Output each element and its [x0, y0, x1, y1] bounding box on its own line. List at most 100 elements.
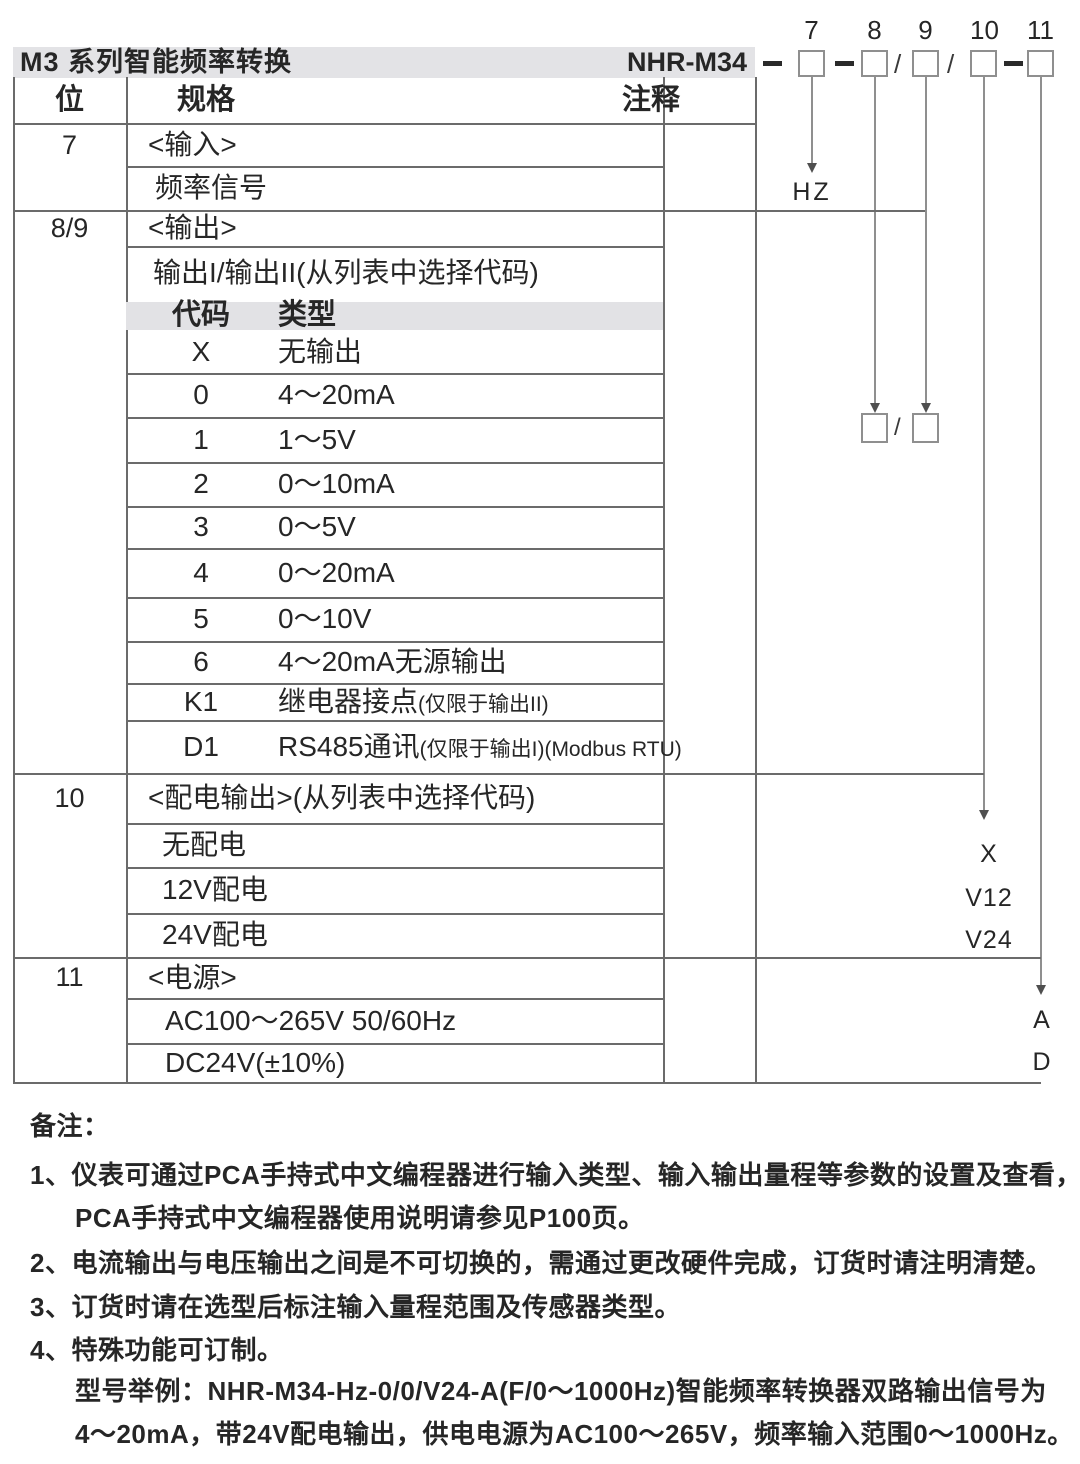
- table-line: [663, 77, 665, 1082]
- code-box-7: [798, 50, 825, 77]
- spec-row-ac-power: AC100～265V 50/60Hz: [165, 1005, 457, 1036]
- table-line: [126, 246, 663, 248]
- spec-row-24v-dist: 24V配电: [162, 919, 268, 950]
- code-position-label-8: 8: [867, 15, 882, 45]
- codes-subheader-band: [126, 302, 663, 330]
- table-line: [126, 641, 663, 643]
- annotation-v24: V24: [965, 926, 1013, 954]
- drop-line-10: [983, 77, 985, 810]
- table-line: [126, 913, 663, 915]
- table-line: [13, 123, 755, 125]
- code-value: D1: [183, 731, 219, 762]
- spec-row-input-header: <输入>: [148, 129, 237, 160]
- slash-separator: /: [947, 49, 955, 79]
- code-value: 4: [193, 557, 209, 588]
- code-type: 0～10V: [278, 603, 372, 634]
- code-box-10: [970, 50, 997, 77]
- code-type-main: 继电器接点: [278, 686, 419, 717]
- arrow-down-icon: [870, 403, 880, 413]
- dash-separator: [1004, 61, 1023, 66]
- code-value: K1: [183, 686, 219, 717]
- code-value: 3: [193, 511, 209, 542]
- table-line: [13, 1082, 1041, 1084]
- output1-code-box: [861, 413, 888, 443]
- annotation-a: A: [1033, 1006, 1051, 1034]
- arrow-down-icon: [921, 403, 931, 413]
- annotation-d: D: [1032, 1048, 1052, 1076]
- code-type: 0～5V: [278, 511, 356, 542]
- code-type-note: (仅限于输出II): [418, 693, 549, 716]
- drop-line-7: [811, 77, 813, 163]
- position-number-7: 7: [61, 130, 78, 160]
- code-type: 0～20mA: [278, 557, 395, 588]
- output2-code-box: [912, 413, 939, 443]
- annotation-x: X: [980, 840, 998, 868]
- table-line: [126, 417, 663, 419]
- arrow-down-icon: [1036, 985, 1046, 995]
- spec-row-output-select: 输出I/输出II(从列表中选择代码): [153, 257, 539, 288]
- table-line: [126, 166, 663, 168]
- table-line: [126, 548, 663, 550]
- table-line: [126, 462, 663, 464]
- code-type: RS485通讯(仅限于输出I)(Modbus RTU): [278, 720, 682, 773]
- code-type-note: (仅限于输出I)(Modbus RTU): [419, 738, 682, 761]
- remarks-heading: 备注：: [30, 1111, 110, 1141]
- table-line: [126, 77, 128, 1082]
- code-box-11: [1027, 50, 1054, 77]
- column-header-spec: 规格: [177, 84, 236, 116]
- table-line: [126, 373, 663, 375]
- code-position-label-7: 7: [804, 15, 819, 45]
- code-type: 继电器接点(仅限于输出II): [278, 683, 549, 720]
- table-line: [13, 210, 925, 212]
- code-value: X: [191, 336, 211, 367]
- codes-header-type: 类型: [278, 299, 337, 331]
- code-box-8: [861, 50, 888, 77]
- code-type-main: RS485通讯: [278, 731, 420, 762]
- code-type: 4～20mA无源输出: [278, 646, 507, 677]
- code-value: 6: [193, 646, 209, 677]
- code-value: 0: [193, 379, 209, 410]
- remark-line: 4～20mA，带24V配电输出，供电电源为AC100～265V，频率输入范围0～…: [75, 1419, 1074, 1449]
- spec-row-12v-dist: 12V配电: [162, 874, 268, 905]
- model-number: NHR-M34: [627, 47, 748, 77]
- position-number-8-9: 8/9: [50, 213, 89, 243]
- annotation-v12: V12: [965, 884, 1013, 912]
- column-header-note: 注释: [621, 84, 680, 116]
- remark-line: 3、订货时请在选型后标注输入量程范围及传感器类型。: [30, 1292, 681, 1322]
- code-type: 4～20mA: [278, 379, 395, 410]
- remark-line: 1、仪表可通过PCA手持式中文编程器进行输入类型、输入输出量程等参数的设置及查看…: [30, 1160, 1080, 1190]
- dash-separator: [835, 61, 854, 66]
- table-line: [126, 506, 663, 508]
- position-number-10: 10: [54, 783, 85, 813]
- spec-row-no-dist: 无配电: [162, 829, 247, 860]
- table-line: [126, 867, 663, 869]
- slash-separator: /: [894, 49, 902, 79]
- annotation-hz: HZ: [792, 178, 832, 206]
- title-bar: [13, 47, 755, 78]
- table-line: [126, 720, 663, 722]
- table-line: [13, 773, 984, 775]
- code-position-label-9: 9: [918, 15, 933, 45]
- remark-line: 2、电流输出与电压输出之间是不可切换的，需通过更改硬件完成，订货时请注明清楚。: [30, 1248, 1052, 1278]
- page-title: M3 系列智能频率转换: [20, 47, 293, 77]
- table-line: [126, 683, 663, 685]
- dash-separator: [763, 61, 782, 66]
- code-type: 1～5V: [278, 424, 356, 455]
- code-position-label-10: 10: [970, 15, 999, 45]
- position-number-11: 11: [55, 962, 84, 992]
- code-type: 无输出: [278, 336, 363, 367]
- remark-line: PCA手持式中文编程器使用说明请参见P100页。: [75, 1203, 645, 1233]
- spec-row-dc-power: DC24V(±10%): [165, 1047, 346, 1078]
- code-value: 2: [193, 468, 209, 499]
- codes-header-code: 代码: [171, 299, 230, 331]
- slash-separator: /: [894, 414, 901, 441]
- table-line: [126, 597, 663, 599]
- drop-line-8: [874, 77, 876, 403]
- drop-line-9: [925, 77, 927, 403]
- code-position-label-11: 11: [1027, 15, 1054, 45]
- column-header-position: 位: [54, 84, 84, 116]
- code-type: 0～10mA: [278, 468, 395, 499]
- drop-line-11: [1040, 77, 1042, 985]
- code-box-9: [912, 50, 939, 77]
